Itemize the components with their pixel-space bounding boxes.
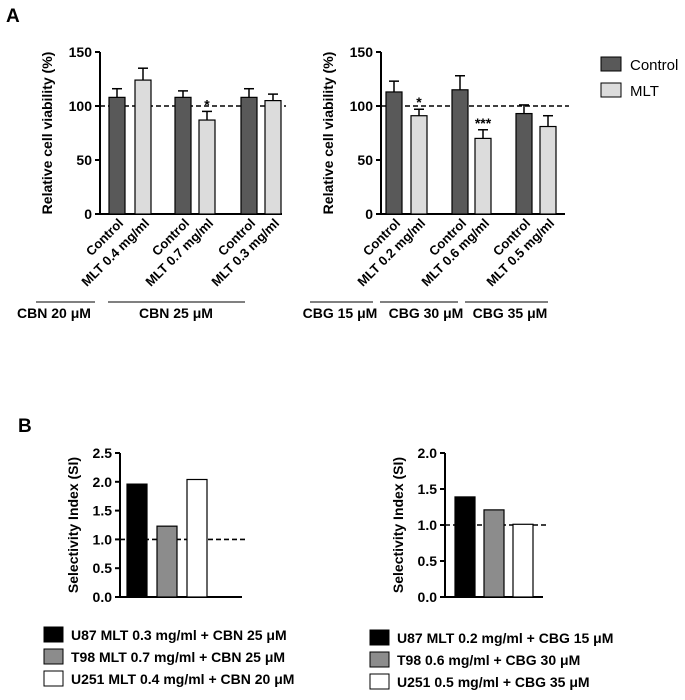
legend-swatch [43,648,64,665]
legend-swatch-mlt [600,82,622,98]
legend-label: U251 MLT 0.4 mg/ml + CBN 20 μM [71,671,294,687]
legend-swatch [43,626,64,643]
bar [240,96,258,215]
chart-b-cbg: 0.0 0.5 1.0 1.5 2.0 Selectivity Index (SI) U87… [369,445,613,690]
legend-label: U87 MLT 0.2 mg/ml + CBG 15 μM [397,630,613,646]
bar [474,137,492,215]
bar [126,483,148,598]
bar [410,115,428,215]
y-tick-label: 50 [357,152,373,168]
panel-label-b: B [18,416,32,437]
group-label: CBG 15 μM [303,305,378,321]
y-tick-label: 2.5 [93,445,113,461]
y-tick-label: 0 [84,206,92,222]
bar [108,96,126,215]
y-tick-label: 100 [69,98,93,114]
y-tick-label: 50 [76,152,92,168]
y-tick-label: 1.0 [418,517,438,533]
y-tick-label: 1.5 [418,481,438,497]
y-tick-label: 2.0 [93,474,113,490]
y-tick-label: 150 [69,44,93,60]
bar [385,91,403,215]
bar [264,99,282,215]
y-axis-label: Relative cell viability (%) [39,52,55,215]
legend-label-mlt: MLT [630,83,659,100]
y-tick-label: 0.5 [93,560,113,576]
significance-label: *** [475,115,492,131]
y-axis-label: Selectivity Index (SI) [65,457,81,593]
y-tick-label: 0.0 [418,589,438,605]
legend-label: U87 MLT 0.3 mg/ml + CBN 25 μM [71,627,287,643]
legend-swatch-control [600,56,622,72]
legend-swatch [369,651,390,668]
legend-label: T98 0.6 mg/ml + CBG 30 μM [397,652,580,668]
group-label: CBN 25 μM [139,305,213,321]
bar [186,478,208,598]
chart-b-cbn: 0.0 0.5 1.0 1.5 2.0 2.5 Selectivity Index (SI)… [43,445,294,687]
y-tick-label: 100 [350,98,374,114]
legend-swatch [43,670,64,687]
top-legend: Control MLT [600,56,678,100]
legend-label-control: Control [630,57,678,74]
y-tick-label: 2.0 [418,445,438,461]
bar [451,89,469,215]
bar [512,523,534,598]
y-axis-label: Selectivity Index (SI) [390,457,406,593]
y-tick-label: 1.5 [93,503,113,519]
bar [539,125,557,215]
y-tick-label: 150 [350,44,374,60]
bar [483,509,505,598]
bar [174,96,192,215]
significance-label: * [204,96,210,112]
y-tick-label: 0 [365,206,373,222]
y-tick-label: 0.0 [93,589,113,605]
y-tick-label: 0.5 [418,553,438,569]
group-label: CBG 30 μM [389,305,464,321]
legend-swatch [369,629,390,646]
y-tick-label: 1.0 [93,531,113,547]
bar [134,79,152,215]
legend-label: T98 MLT 0.7 mg/ml + CBN 25 μM [71,649,285,665]
y-axis-label: Relative cell viability (%) [320,52,336,215]
significance-label: * [416,94,422,110]
panel-label-a: A [6,6,20,27]
legend-swatch [369,673,390,690]
group-label: CBN 20 μM [17,305,91,321]
legend-label: U251 0.5 mg/ml + CBG 35 μM [397,674,590,690]
bar [454,496,476,598]
group-label: CBG 35 μM [473,305,548,321]
bar [156,525,178,598]
bar [515,112,533,215]
bar [198,119,216,215]
